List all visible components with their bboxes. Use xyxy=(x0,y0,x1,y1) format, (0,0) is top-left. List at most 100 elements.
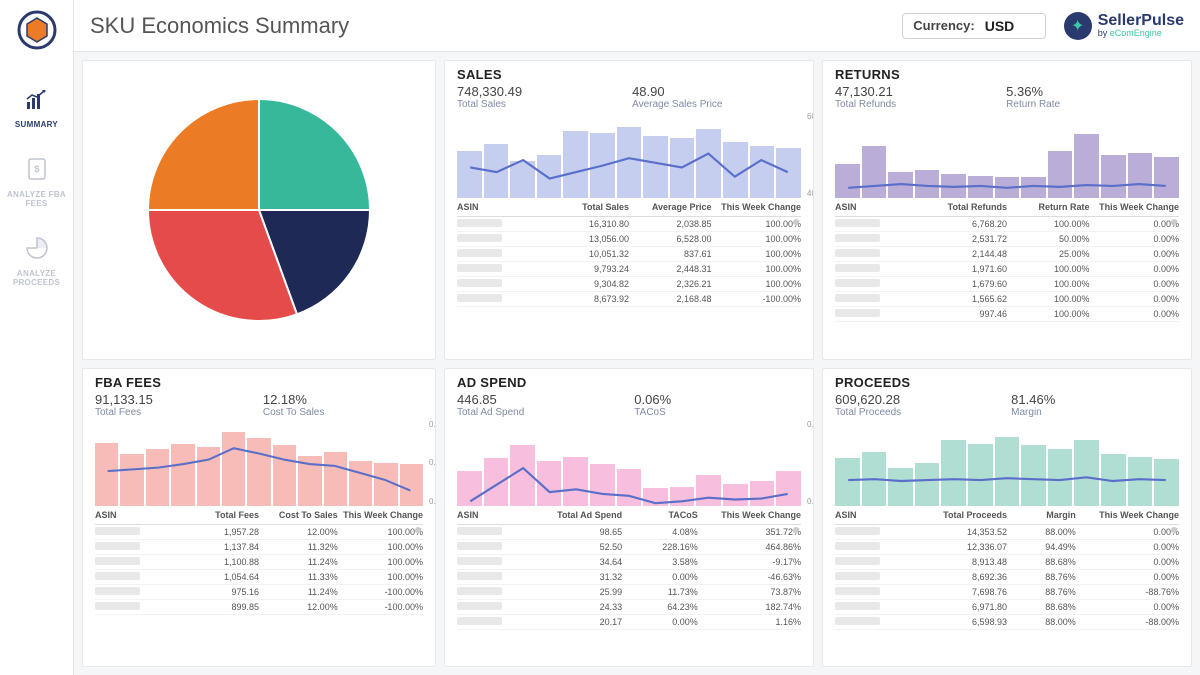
card-header: RETURNS 47,130.21Total Refunds 5.36%Return… xyxy=(823,61,1191,112)
asin-placeholder xyxy=(457,542,502,550)
nav-icon xyxy=(26,90,48,116)
card-title: AD SPEND xyxy=(457,375,801,390)
table-row[interactable]: 6,768.20100.00%0.00% xyxy=(835,217,1179,232)
nav-label: SUMMARY xyxy=(15,120,58,130)
table-row[interactable]: 1,971.60100.00%0.00% xyxy=(835,262,1179,277)
table-row[interactable]: 98.654.08%351.72% xyxy=(457,525,801,540)
asin-placeholder xyxy=(835,602,880,610)
asin-placeholder xyxy=(457,617,502,625)
table-head: ASINTotal ProceedsMarginThis Week Change xyxy=(835,506,1179,525)
table-row[interactable]: 1,957.2812.00%100.00% xyxy=(95,525,423,540)
card-header: FBA FEES91,133.15Total Fees12.18%Cost To… xyxy=(83,369,435,420)
metric-1: 446.85Total Ad Spend xyxy=(457,392,524,418)
table-head: ASINTotal Ad SpendTACoSThis Week Change xyxy=(457,506,801,525)
card-title: PROCEEDS xyxy=(835,375,1179,390)
table-row[interactable]: 6,971.8088.68%0.00% xyxy=(835,600,1179,615)
table-row[interactable]: 10,051.32837.61100.00% xyxy=(457,247,801,262)
asin-placeholder xyxy=(835,587,880,595)
nav-analyze-proceeds[interactable]: ANALYZE PROCEEDS xyxy=(7,237,67,288)
gear-icon: ✦ xyxy=(1064,12,1092,40)
asin-placeholder xyxy=(457,279,502,287)
nav-summary[interactable]: SUMMARY xyxy=(7,90,67,130)
card-title: RETURNS xyxy=(835,67,1179,82)
chart xyxy=(835,112,1179,198)
table-row[interactable]: 1,565.62100.00%0.00% xyxy=(835,292,1179,307)
asin-placeholder xyxy=(835,617,880,625)
table-row[interactable]: 1,679.60100.00%0.00% xyxy=(835,277,1179,292)
table-row[interactable]: 2,144.4825.00%0.00% xyxy=(835,247,1179,262)
chart: 0.60.40.2 xyxy=(95,420,423,506)
currency-value: USD xyxy=(985,18,1035,34)
table-row[interactable]: 8,692.3688.76%0.00% xyxy=(835,570,1179,585)
table-row[interactable]: 7,698.7688.76%-88.76% xyxy=(835,585,1179,600)
table-row[interactable]: 14,353.5288.00%0.00% xyxy=(835,525,1179,540)
brand-logo: ✦ SellerPulse by eComEngine xyxy=(1064,12,1184,40)
table-head: ASINTotal RefundsReturn RateThis Week Ch… xyxy=(835,198,1179,217)
table-row[interactable]: 899.8512.00%-100.00% xyxy=(95,600,423,615)
asin-placeholder xyxy=(835,279,880,287)
pie-card xyxy=(82,60,436,360)
metric-1: 47,130.21Total Refunds xyxy=(835,84,896,110)
table-row[interactable]: 13,056.006,528.00100.00% xyxy=(457,232,801,247)
table-row[interactable]: 975.1611.24%-100.00% xyxy=(95,585,423,600)
table-row[interactable]: 9,304.822,326.21100.00% xyxy=(457,277,801,292)
table-row[interactable]: 2,531.7250.00%0.00% xyxy=(835,232,1179,247)
table-row[interactable]: 25.9911.73%73.87% xyxy=(457,585,801,600)
asin-placeholder xyxy=(95,587,140,595)
topbar: SKU Economics Summary Currency: USD ✦ Se… xyxy=(74,0,1200,52)
table-row[interactable]: 1,100.8811.24%100.00% xyxy=(95,555,423,570)
returns-card: RETURNS 47,130.21Total Refunds 5.36%Return… xyxy=(822,60,1192,360)
asin-placeholder xyxy=(457,527,502,535)
pie-chart xyxy=(144,95,374,325)
asin-placeholder xyxy=(835,219,880,227)
card-table: ASINTotal SalesAverage PriceThis Week Ch… xyxy=(445,198,813,359)
metric-1: 609,620.28Total Proceeds xyxy=(835,392,901,418)
app-logo xyxy=(17,10,57,50)
table-row[interactable]: 8,673.922,168.48-100.00% xyxy=(457,292,801,307)
asin-placeholder xyxy=(95,602,140,610)
card-table: ASINTotal FeesCost To SalesThis Week Cha… xyxy=(83,506,435,667)
table-row[interactable]: 1,054.6411.33%100.00% xyxy=(95,570,423,585)
table-row[interactable]: 20.170.00%1.16% xyxy=(457,615,801,630)
asin-placeholder xyxy=(95,572,140,580)
table-row[interactable]: 1,137.8411.32%100.00% xyxy=(95,540,423,555)
currency-selector[interactable]: Currency: USD xyxy=(902,13,1045,39)
sales-card: SALES748,330.49Total Sales48.90Average S… xyxy=(444,60,814,360)
metric-2: 48.90Average Sales Price xyxy=(632,84,722,110)
table-row[interactable]: 34.643.58%-9.17% xyxy=(457,555,801,570)
card-header: SALES748,330.49Total Sales48.90Average S… xyxy=(445,61,813,112)
asin-placeholder xyxy=(457,557,502,565)
table-row[interactable]: 24.3364.23%182.74% xyxy=(457,600,801,615)
asin-placeholder xyxy=(457,219,502,227)
asin-placeholder xyxy=(457,234,502,242)
scroll-indicator-icon xyxy=(415,527,421,533)
table-row[interactable]: 8,913.4888.68%0.00% xyxy=(835,555,1179,570)
table-row[interactable]: 6,598.9388.00%-88.00% xyxy=(835,615,1179,630)
table-row[interactable]: 31.320.00%-46.63% xyxy=(457,570,801,585)
asin-placeholder xyxy=(835,572,880,580)
content-grid: SALES748,330.49Total Sales48.90Average S… xyxy=(74,52,1200,675)
asin-placeholder xyxy=(457,249,502,257)
asin-placeholder xyxy=(835,309,880,317)
nav-label: ANALYZE PROCEEDS xyxy=(7,269,67,288)
table-row[interactable]: 12,336.0794.49%0.00% xyxy=(835,540,1179,555)
table-row[interactable]: 997.46100.00%0.00% xyxy=(835,307,1179,322)
asin-placeholder xyxy=(95,542,140,550)
svg-text:$: $ xyxy=(34,164,39,174)
card-header: PROCEEDS609,620.28Total Proceeds81.46%Ma… xyxy=(823,369,1191,420)
table-row[interactable]: 9,793.242,448.31100.00% xyxy=(457,262,801,277)
ad-spend-card: AD SPEND446.85Total Ad Spend0.06%TACoS0.… xyxy=(444,368,814,668)
asin-placeholder xyxy=(457,294,502,302)
asin-placeholder xyxy=(835,234,880,242)
metric-2: 5.36%Return Rate xyxy=(1006,84,1060,110)
card-header: AD SPEND446.85Total Ad Spend0.06%TACoS xyxy=(445,369,813,420)
asin-placeholder xyxy=(457,264,502,272)
chart: 0.0040.002 xyxy=(457,420,801,506)
table-row[interactable]: 16,310.802,038.85100.00% xyxy=(457,217,801,232)
scroll-indicator-icon xyxy=(1171,219,1177,225)
nav-analyze-fba-fees[interactable]: $ANALYZE FBA FEES xyxy=(7,158,67,209)
card-title: SALES xyxy=(457,67,801,82)
page-title: SKU Economics Summary xyxy=(90,13,349,39)
table-row[interactable]: 52.50228.16%464.86% xyxy=(457,540,801,555)
scroll-indicator-icon xyxy=(1171,527,1177,533)
